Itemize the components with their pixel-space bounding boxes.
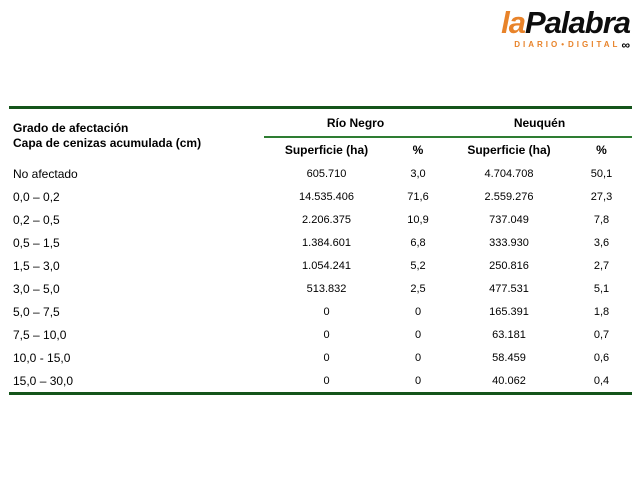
cell-neuquen-superficie: 737.049 [489,213,529,226]
cell-neuquen-percent: 7,8 [593,213,610,226]
cell-rio-negro-superficie: 0 [323,351,330,364]
header-affectation-line2: Capa de cenizas acumulada (cm) [13,135,202,150]
table-row: 3,0 – 5,0 513.832 2,5 477.531 5,1 [9,277,632,300]
cell-ash-depth-range: 0,0 – 0,2 [13,189,60,204]
tagline-diario: DIARIO [514,40,561,49]
cell-rio-negro-percent: 10,9 [407,213,429,226]
cell-ash-depth-range: 10,0 - 15,0 [13,350,71,365]
table-row: 0,2 – 0,5 2.206.375 10,9 737.049 7,8 [9,208,632,231]
cell-rio-negro-superficie: 605.710 [306,167,347,180]
table-header: Grado de afectación Capa de cenizas acum… [9,107,632,163]
table-row: 10,0 - 15,0 0 0 58.459 0,6 [9,346,632,369]
cell-ash-depth-range: 0,5 – 1,5 [13,235,60,250]
cell-rio-negro-percent: 71,6 [407,190,429,203]
cell-neuquen-percent: 0,4 [593,374,610,387]
cell-rio-negro-superficie: 1.384.601 [302,236,351,249]
table-row: 15,0 – 30,0 0 0 40.062 0,4 [9,369,632,394]
cell-rio-negro-superficie: 1.054.241 [302,259,351,272]
cell-rio-negro-percent: 2,5 [410,282,426,295]
cell-rio-negro-superficie: 513.832 [306,282,347,295]
cell-ash-depth-range: 0,2 – 0,5 [13,212,60,227]
cell-neuquen-percent: 27,3 [590,190,613,203]
newspaper-logo: laPalabra DIARIO • DIGITAL ∞ [501,5,631,52]
cell-neuquen-percent: 3,6 [593,236,610,249]
cell-neuquen-percent: 2,7 [593,259,610,272]
tagline-digital: DIGITAL [568,40,621,49]
subheader-neuquen-superficie: Superficie (ha) [467,143,551,157]
cell-neuquen-superficie: 4.704.708 [484,167,534,180]
group-header-rio-negro: Río Negro [264,107,447,138]
cell-neuquen-percent: 50,1 [590,167,613,180]
infinity-link-icon: ∞ [621,37,630,52]
cell-neuquen-percent: 1,8 [593,305,610,318]
cell-neuquen-superficie: 250.816 [489,259,529,272]
subheader-neuquen-percent: % [596,143,607,157]
logo-wordmark: laPalabra [501,5,631,40]
cell-ash-depth-range: No afectado [13,166,78,181]
header-affectation-line1: Grado de afectación [13,120,129,135]
cell-rio-negro-superficie: 2.206.375 [302,213,351,226]
cell-ash-depth-range: 15,0 – 30,0 [13,373,74,388]
logo-wordmark-la: la [501,5,526,40]
cell-rio-negro-superficie: 14.535.406 [298,190,355,203]
logo-wordmark-palabra: Palabra [524,5,631,40]
ash-affectation-table: Grado de afectación Capa de cenizas acum… [9,106,632,395]
cell-neuquen-percent: 0,7 [593,328,610,341]
cell-rio-negro-percent: 3,0 [410,167,426,180]
cell-neuquen-superficie: 165.391 [489,305,529,318]
cell-rio-negro-percent: 6,8 [410,236,426,249]
table-row: 5,0 – 7,5 0 0 165.391 1,8 [9,300,632,323]
cell-neuquen-superficie: 63.181 [492,328,526,341]
cell-ash-depth-range: 3,0 – 5,0 [13,281,60,296]
cell-ash-depth-range: 5,0 – 7,5 [13,304,60,319]
cell-rio-negro-superficie: 0 [323,305,330,318]
cell-neuquen-superficie: 58.459 [492,351,526,364]
cell-rio-negro-percent: 0 [414,351,422,364]
cell-neuquen-superficie: 477.531 [489,282,529,295]
cell-ash-depth-range: 1,5 – 3,0 [13,258,60,273]
group-header-neuquen: Neuquén [447,107,632,138]
cell-rio-negro-percent: 0 [414,374,422,387]
cell-neuquen-superficie: 333.930 [489,236,529,249]
table-row: No afectado 605.710 3,0 4.704.708 50,1 [9,162,632,185]
cell-ash-depth-range: 7,5 – 10,0 [13,327,67,342]
subheader-rio-negro-superficie: Superficie (ha) [284,143,369,157]
cell-rio-negro-percent: 0 [414,328,422,341]
table-row: 0,5 – 1,5 1.384.601 6,8 333.930 3,6 [9,231,632,254]
logo-tagline: DIARIO • DIGITAL ∞ [501,37,630,52]
table-body: No afectado 605.710 3,0 4.704.708 50,1 0… [9,162,632,394]
header-affectation-degree: Grado de afectación Capa de cenizas acum… [9,108,264,163]
table-row: 1,5 – 3,0 1.054.241 5,2 250.816 2,7 [9,254,632,277]
subheader-rio-negro-percent: % [412,143,424,157]
cell-neuquen-percent: 5,1 [593,282,610,295]
cell-rio-negro-percent: 0 [414,305,422,318]
tagline-separator-dot: • [561,40,568,49]
cell-neuquen-superficie: 2.559.276 [484,190,534,203]
cell-rio-negro-percent: 5,2 [410,259,426,272]
table-row: 0,0 – 0,2 14.535.406 71,6 2.559.276 27,3 [9,185,632,208]
cell-rio-negro-superficie: 0 [323,328,330,341]
cell-neuquen-percent: 0,6 [593,351,610,364]
table-row: 7,5 – 10,0 0 0 63.181 0,7 [9,323,632,346]
cell-rio-negro-superficie: 0 [323,374,330,387]
cell-neuquen-superficie: 40.062 [492,374,526,387]
